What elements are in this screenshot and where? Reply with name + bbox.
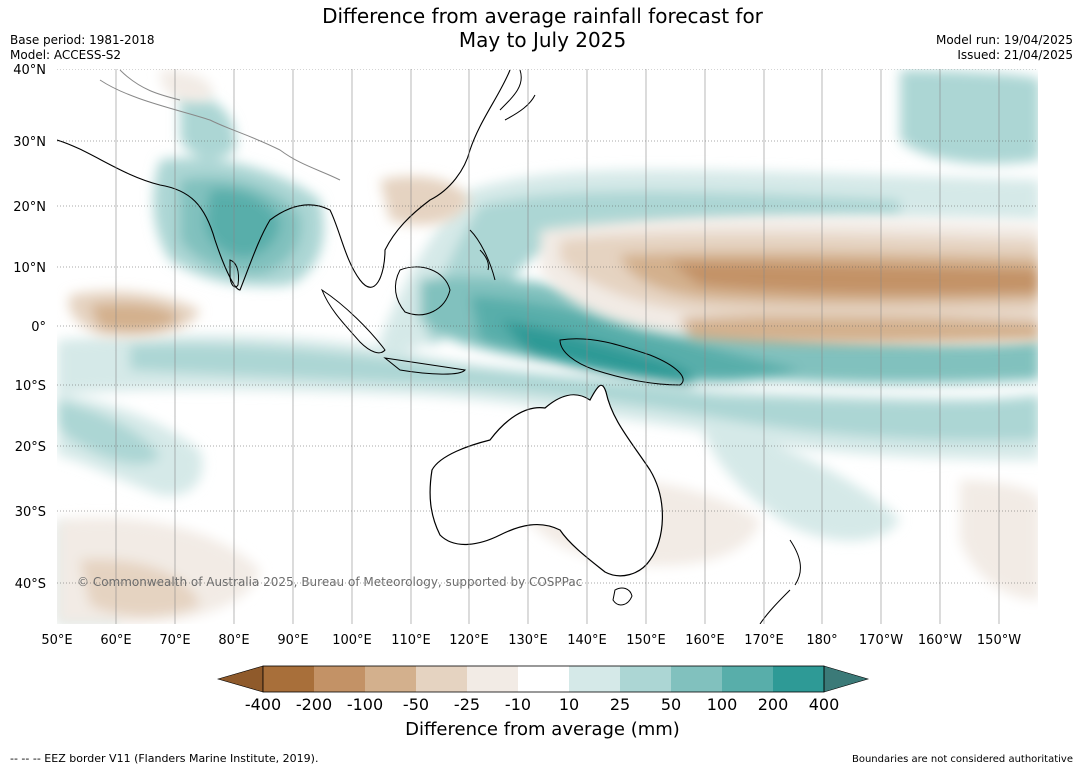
colorbar-max-arrow	[823, 665, 870, 693]
anomaly-contour	[500, 320, 694, 385]
lat-label: 40°S	[15, 577, 46, 592]
australia-landmass	[429, 384, 663, 577]
java-outline	[383, 357, 466, 375]
lon-label: 160°E	[685, 633, 725, 648]
anomaly-contour	[57, 400, 160, 465]
sumatra-outline	[320, 288, 386, 354]
chart-title: Difference from average rainfall forecas…	[0, 4, 1085, 52]
lat-label: 30°S	[15, 505, 46, 520]
lon-label: 170°W	[859, 633, 903, 648]
lon-label: 170°E	[744, 633, 784, 648]
colorbar-tick: 400	[809, 695, 840, 714]
colorbar-label: Difference from average (mm)	[405, 719, 680, 740]
new-zealand-outline	[759, 539, 801, 624]
colorbar-swatch	[620, 666, 671, 692]
colorbar-tick: 200	[758, 695, 789, 714]
anomaly-contour	[160, 70, 213, 103]
lon-label: 70°E	[159, 633, 190, 648]
lon-label: 160°W	[918, 633, 962, 648]
anomaly-contour	[900, 70, 1038, 164]
tasmania-landmass	[612, 587, 633, 606]
colorbar-tick: -50	[403, 695, 429, 714]
base-period: Base period: 1981-2018	[10, 33, 155, 47]
lon-label: 140°E	[567, 633, 607, 648]
anomaly-contour	[90, 303, 180, 331]
japan-outline	[499, 69, 536, 121]
new-guinea-outline	[559, 338, 684, 386]
anomaly-contour	[700, 420, 900, 541]
colorbar-swatch	[467, 666, 518, 692]
lat-label: 20°S	[15, 440, 46, 455]
anomaly-contour	[670, 262, 1038, 294]
lat-label: 20°N	[13, 200, 46, 215]
boundaries-disclaimer: Boundaries are not considered authoritat…	[851, 754, 1073, 765]
lon-label: 150°E	[626, 633, 666, 648]
colorbar-swatch	[722, 666, 773, 692]
lon-label: 150°W	[977, 633, 1021, 648]
anomaly-contour	[80, 559, 200, 617]
colorbar-tick: -25	[454, 695, 480, 714]
model-name: Model: ACCESS-S2	[10, 48, 122, 62]
lat-label: 30°N	[13, 135, 46, 150]
lon-label: 60°E	[100, 633, 131, 648]
lon-label: 80°E	[218, 633, 249, 648]
lon-label: 110°E	[391, 633, 431, 648]
colorbar-tick: 50	[661, 695, 681, 714]
model-run: Model run: 19/04/2025	[935, 33, 1073, 47]
colorbar-swatch	[416, 666, 467, 692]
colorbar-swatch	[671, 666, 722, 692]
lon-label: 180°	[806, 633, 837, 648]
borneo-outline	[394, 266, 451, 316]
anomaly-contour	[470, 295, 800, 382]
eez-legend: -- -- -- EEZ border V11 (Flanders Marine…	[10, 752, 319, 765]
lon-label: 120°E	[449, 633, 489, 648]
colorbar: -400 -200 -100 -50 -25 -10 10 25 50 100 …	[216, 665, 870, 714]
lat-label: 10°N	[13, 261, 46, 276]
lat-label: 0°	[31, 320, 46, 335]
colorbar-tick: -200	[296, 695, 332, 714]
philippines-outline	[469, 229, 496, 281]
colorbar-tick: 100	[707, 695, 738, 714]
colorbar-swatch	[263, 666, 314, 692]
anomaly-contour	[180, 90, 236, 159]
colorbar-tick: -100	[347, 695, 383, 714]
longitude-labels: 50°E 60°E 70°E 80°E 90°E 100°E 110°E 120…	[41, 633, 1021, 648]
lon-label: 130°E	[508, 633, 548, 648]
title-line-1: Difference from average rainfall forecas…	[322, 4, 763, 28]
lon-label: 50°E	[41, 633, 72, 648]
lat-label: 10°S	[15, 379, 46, 394]
meridians	[115, 69, 1000, 624]
lon-label: 90°E	[277, 633, 308, 648]
anomaly-contour	[130, 344, 1038, 441]
colorbar-swatch	[365, 666, 416, 692]
copyright-text: © Commonwealth of Australia 2025, Bureau…	[77, 575, 582, 589]
lat-label: 40°N	[13, 63, 46, 78]
colorbar-min-arrow	[216, 665, 264, 693]
asia-coastline	[57, 69, 511, 291]
colorbar-swatch	[773, 666, 824, 692]
colorbar-tick: 10	[559, 695, 579, 714]
colorbar-tick: -400	[245, 695, 281, 714]
latitude-labels: 40°N 30°N 20°N 10°N 0° 10°S 20°S 30°S 40…	[13, 63, 46, 592]
issued-date: Issued: 21/04/2025	[957, 48, 1073, 62]
sri-lanka-outline	[229, 259, 239, 288]
lon-label: 100°E	[332, 633, 372, 648]
anomaly-contour	[680, 316, 1038, 344]
colorbar-swatch	[569, 666, 620, 692]
colorbar-tick: -10	[505, 695, 531, 714]
colorbar-tick: 25	[610, 695, 630, 714]
title-line-2: May to July 2025	[458, 28, 627, 52]
colorbar-swatch	[314, 666, 365, 692]
colorbar-swatch	[518, 666, 569, 692]
